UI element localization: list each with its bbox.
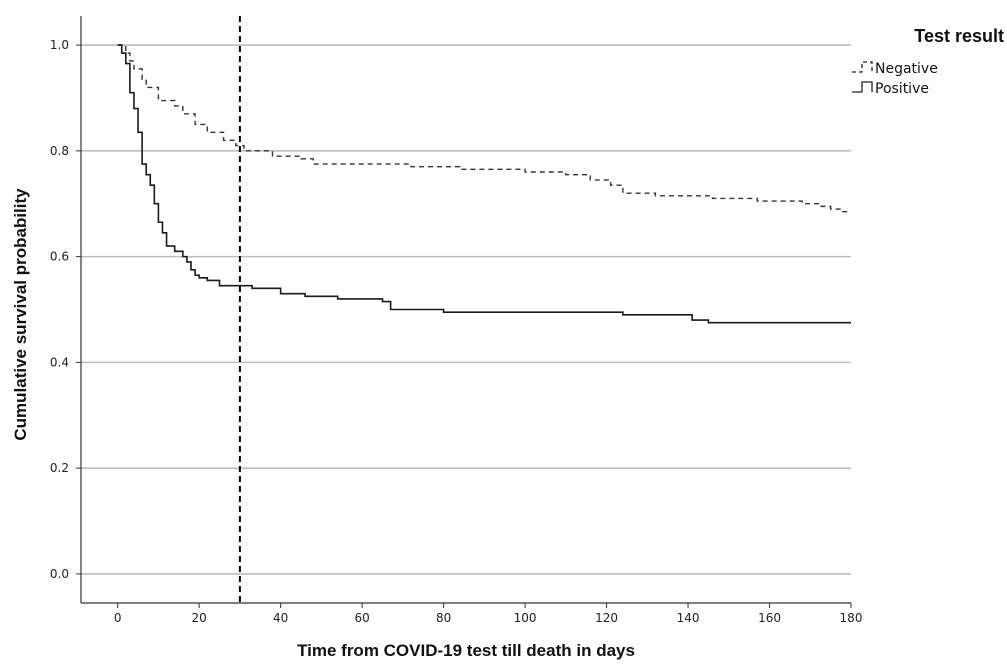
legend-swatch-positive — [852, 81, 873, 93]
legend-title: Test result — [914, 26, 1004, 46]
y-axis-title: Cumulative survival probability — [11, 188, 30, 441]
legend-swatch-negative — [852, 61, 873, 73]
tick-labels: 0.0 0.2 0.4 0.6 0.8 1.0 0 20 40 60 80 100 120 140 160 1… — [11, 38, 862, 660]
x-tick-label: 100 — [514, 611, 537, 625]
x-tick-label: 160 — [758, 611, 781, 625]
x-tick-label: 120 — [595, 611, 618, 625]
x-axis-title: Time from COVID-19 test till death in da… — [297, 641, 635, 660]
series-line-positive — [117, 44, 851, 324]
legend-label-negative: Negative — [875, 61, 938, 77]
legend-label-positive: Positive — [875, 81, 929, 97]
legend: Test result Negative Positive — [852, 26, 1004, 97]
series-lines — [117, 44, 851, 324]
x-tick-label: 180 — [840, 611, 863, 625]
x-tick-label: 60 — [354, 611, 369, 625]
gridlines — [81, 44, 851, 575]
x-tick-label: 40 — [273, 611, 288, 625]
y-tick-label: 1.0 — [50, 38, 69, 52]
x-tick-label: 80 — [436, 611, 451, 625]
x-tick-label: 140 — [677, 611, 700, 625]
y-tick-label: 0.6 — [50, 250, 69, 264]
x-tick-label: 0 — [114, 611, 122, 625]
y-tick-label: 0.4 — [50, 355, 69, 369]
y-tick-label: 0.0 — [50, 567, 69, 581]
series-line-negative — [117, 44, 851, 213]
axes — [76, 16, 852, 608]
y-tick-label: 0.8 — [50, 144, 69, 158]
x-tick-label: 20 — [192, 611, 207, 625]
y-tick-label: 0.2 — [50, 461, 69, 475]
